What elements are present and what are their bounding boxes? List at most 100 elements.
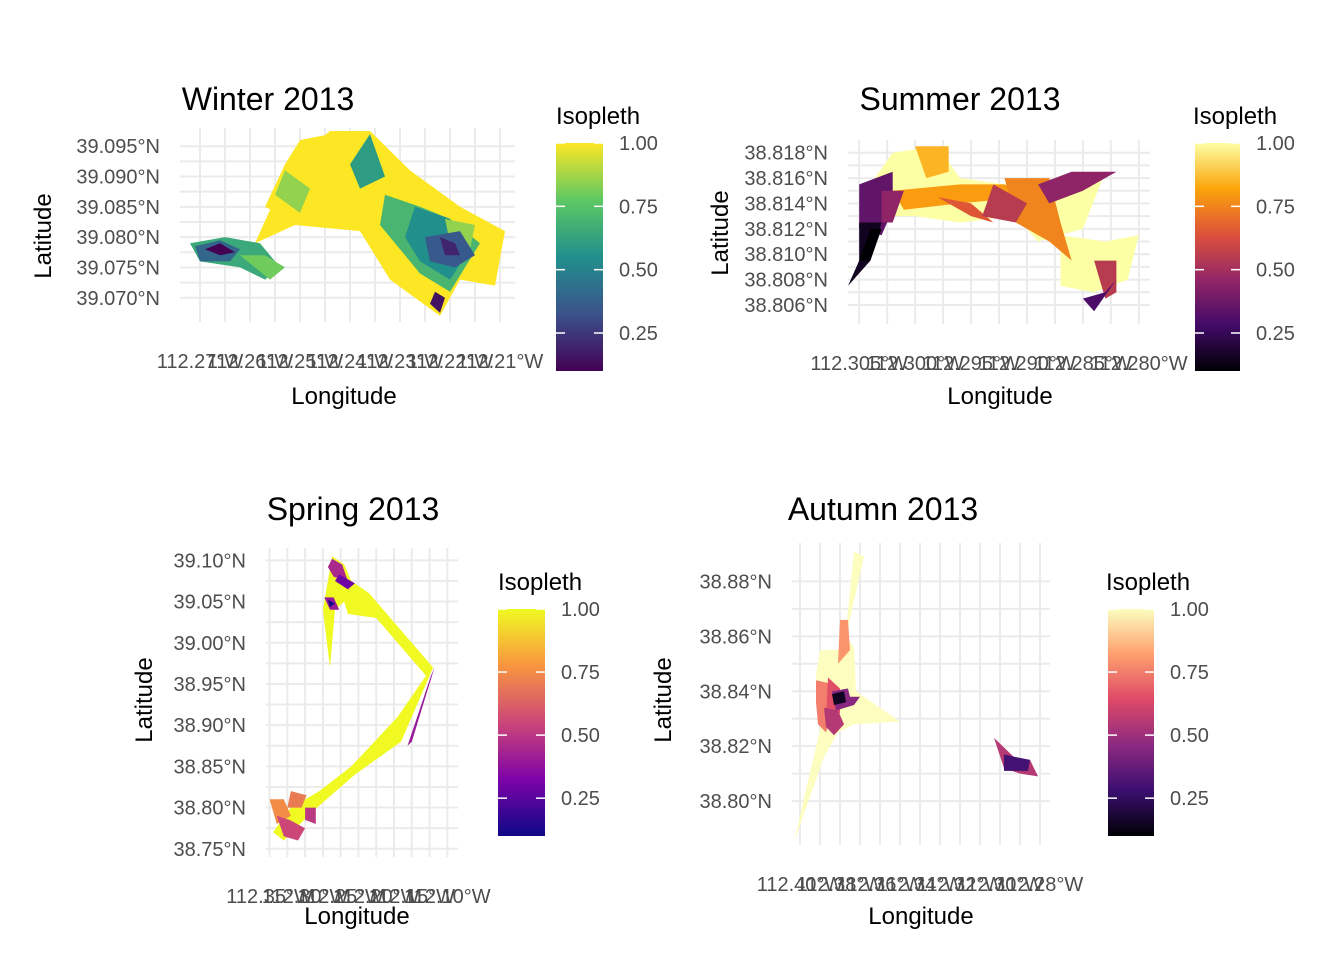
isopleth-polygon <box>1004 178 1072 261</box>
isopleth-polygon <box>881 190 904 223</box>
grid <box>792 543 1050 845</box>
y-tick-label: 38.84°N <box>700 681 773 703</box>
y-axis-title: Latitude <box>707 190 734 275</box>
isopleth-regions <box>794 551 1038 843</box>
legend-title: Isopleth <box>1193 103 1277 130</box>
isopleth-polygon <box>982 184 1027 223</box>
legend-tick-label: 1.00 <box>1170 599 1209 621</box>
legend-tick-label: 0.50 <box>619 260 658 282</box>
legend-tick-label: 0.75 <box>1170 662 1209 684</box>
legend-tick-label: 0.75 <box>619 196 658 218</box>
x-axis-title: Longitude <box>868 903 973 930</box>
isopleth-polygon <box>407 667 435 746</box>
x-tick-label: 112.300°W <box>866 353 964 375</box>
isopleth-polygon <box>269 799 291 824</box>
y-tick-label: 39.085°N <box>76 197 160 219</box>
panel-title: Winter 2013 <box>182 81 355 117</box>
x-tick-label: 112.24°W <box>307 351 394 373</box>
legend-colorbar <box>556 143 603 371</box>
y-tick-label: 39.00°N <box>174 633 247 655</box>
x-tick-label: 112.32°W <box>917 874 1004 896</box>
legend: 0.25 0.50 0.75 1.00 <box>1108 599 1209 836</box>
isopleth-polygon <box>832 691 846 705</box>
isopleth-polygon <box>1004 754 1030 771</box>
legend-title: Isopleth <box>498 569 582 596</box>
isopleth-polygon <box>205 243 235 256</box>
y-tick-label: 38.816°N <box>744 168 828 190</box>
x-tick-label: 112.20°W <box>333 886 420 908</box>
y-tick-label: 38.80°N <box>174 798 247 820</box>
panel-title: Summer 2013 <box>860 81 1061 117</box>
y-tick-label: 38.818°N <box>744 143 828 165</box>
x-tick-label: 112.280°W <box>1090 353 1188 375</box>
x-tick-label: 112.21°W <box>457 351 544 373</box>
legend-colorbar <box>1108 609 1154 836</box>
isopleth-polygon <box>838 619 850 664</box>
y-tick-label: 38.808°N <box>744 270 828 292</box>
isopleth-polygon <box>265 134 340 225</box>
y-tick-label: 39.090°N <box>76 167 160 189</box>
legend-tick-label: 0.75 <box>1256 196 1295 218</box>
x-tick-label: 112.36°W <box>837 874 924 896</box>
x-tick-label: 112.290°W <box>978 353 1076 375</box>
y-tick-label: 38.90°N <box>174 715 247 737</box>
isopleth-polygon <box>859 228 882 261</box>
x-tick-label: 112.15°W <box>368 886 455 908</box>
y-tick-label: 38.806°N <box>744 295 828 317</box>
legend-tick-label: 1.00 <box>619 133 658 155</box>
legend-colorbar <box>498 609 545 836</box>
legend-tick-label: 0.25 <box>1256 323 1295 345</box>
isopleth-polygon <box>273 556 434 841</box>
legend-tick-label: 0.25 <box>619 323 658 345</box>
y-tick-label: 38.85°N <box>174 756 247 778</box>
legend-tick-label: 0.50 <box>1170 725 1209 747</box>
isopleth-regions <box>190 131 505 316</box>
y-tick-label: 39.070°N <box>76 288 160 310</box>
isopleth-polygon <box>335 574 355 590</box>
isopleth-polygon <box>275 170 310 213</box>
isopleth-polygon <box>327 599 335 608</box>
isopleth-polygon <box>440 237 460 256</box>
y-tick-label: 38.75°N <box>174 839 247 861</box>
y-axis-title: Latitude <box>30 193 57 278</box>
isopleth-polygon <box>276 815 306 841</box>
x-tick-label: 112.26°W <box>207 351 294 373</box>
panel-title: Autumn 2013 <box>788 491 978 527</box>
x-tick-label: 112.295°W <box>922 353 1020 375</box>
x-tick-label: 112.38°W <box>797 874 884 896</box>
isopleth-polygon <box>1038 171 1117 204</box>
legend-tick-label: 0.25 <box>1170 788 1209 810</box>
x-tick-label: 112.25°W <box>257 351 344 373</box>
isopleth-polygon <box>937 197 994 223</box>
isopleth-polygon <box>350 134 385 189</box>
x-tick-label: 112.25°W <box>297 886 384 908</box>
isopleth-polygon <box>430 291 445 313</box>
isopleth-regions <box>848 146 1139 312</box>
x-axis-title: Longitude <box>304 903 409 930</box>
x-tick-label: 112.305°W <box>810 353 908 375</box>
panel-autumn: Autumn 2013 Longitude Latitude Isopleth … <box>650 491 1209 930</box>
x-tick-label: 112.40°W <box>757 874 844 896</box>
isopleth-polygon <box>287 791 307 808</box>
isopleth-polygon <box>1082 279 1117 312</box>
isopleth-regions <box>269 556 435 841</box>
isopleth-polygon <box>1094 260 1117 299</box>
y-tick-label: 38.812°N <box>744 219 828 241</box>
legend-tick-label: 1.00 <box>1256 133 1295 155</box>
isopleth-polygon <box>240 255 285 280</box>
y-tick-label: 39.080°N <box>76 227 160 249</box>
legend-tick-label: 1.00 <box>561 599 600 621</box>
y-tick-label: 38.88°N <box>700 571 773 593</box>
y-tick-label: 39.10°N <box>174 550 247 572</box>
x-tick-label: 112.30°W <box>262 886 349 908</box>
x-tick-label: 112.35°W <box>226 886 313 908</box>
legend-tick-label: 0.25 <box>561 788 600 810</box>
x-tick-label: 112.10°W <box>404 886 491 908</box>
isopleth-polygon <box>305 807 316 824</box>
panel-winter: Winter 2013 Longitude Latitude Isopleth … <box>30 81 658 410</box>
y-axis-title: Latitude <box>131 657 158 742</box>
y-tick-label: 38.80°N <box>700 791 773 813</box>
isopleth-polygon <box>824 707 844 736</box>
y-tick-label: 38.810°N <box>744 244 828 266</box>
